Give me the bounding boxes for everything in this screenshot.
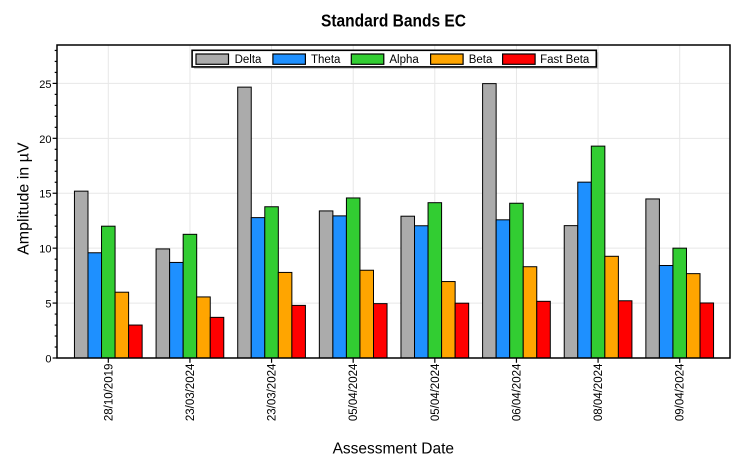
svg-text:15: 15 [39,189,51,201]
svg-text:Amplitude in µV: Amplitude in µV [15,142,32,255]
svg-text:Fast Beta: Fast Beta [540,54,590,66]
svg-text:25: 25 [39,79,51,91]
svg-text:Alpha: Alpha [389,54,419,66]
svg-text:Theta: Theta [311,54,341,66]
svg-text:06/04/2024: 06/04/2024 [511,363,523,421]
svg-text:Assessment Date: Assessment Date [333,440,454,457]
svg-text:10: 10 [39,244,51,256]
svg-text:Delta: Delta [235,54,262,66]
svg-text:Standard Bands EC: Standard Bands EC [321,11,466,31]
svg-text:23/03/2024: 23/03/2024 [185,363,197,421]
svg-text:05/04/2024: 05/04/2024 [348,363,360,421]
svg-text:05/04/2024: 05/04/2024 [430,363,442,421]
svg-text:5: 5 [45,299,51,311]
svg-text:Beta: Beta [469,54,493,66]
svg-text:28/10/2019: 28/10/2019 [103,364,115,422]
svg-text:09/04/2024: 09/04/2024 [675,363,687,421]
svg-text:0: 0 [45,354,51,366]
svg-text:08/04/2024: 08/04/2024 [593,363,605,421]
svg-text:23/03/2024: 23/03/2024 [267,363,279,421]
svg-text:20: 20 [39,134,51,146]
